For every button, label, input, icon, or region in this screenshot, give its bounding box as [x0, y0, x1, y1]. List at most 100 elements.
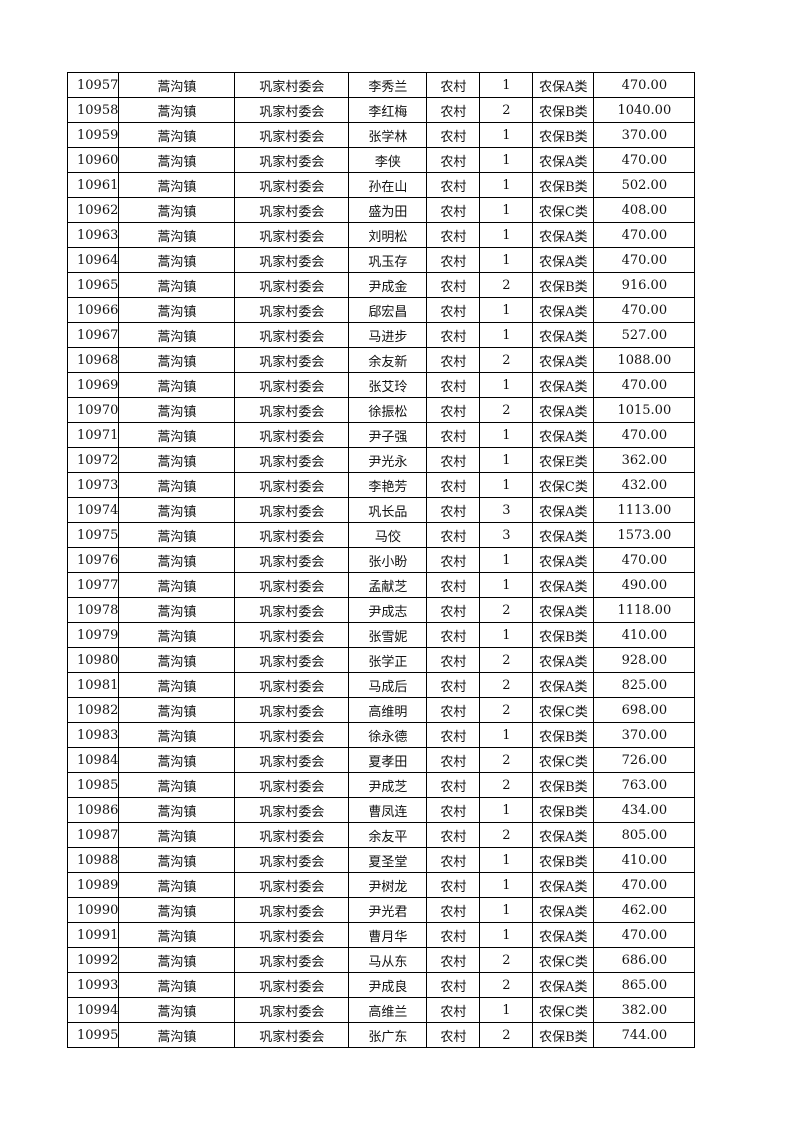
- household-type-cell: 农村: [426, 847, 481, 873]
- person-name-cell: 夏圣堂: [348, 847, 428, 873]
- household-type-cell: 农村: [426, 72, 481, 98]
- table-row: 10958 蒿沟镇 巩家村委会 李红梅 农村 2 农保B类 1040.00: [66, 97, 696, 123]
- member-count-cell: 1: [479, 472, 534, 498]
- household-type-cell: 农村: [426, 422, 481, 448]
- record-id-cell: 10988: [66, 847, 120, 873]
- person-name-cell: 徐永德: [348, 722, 428, 748]
- member-count-cell: 1: [479, 572, 534, 598]
- table-row: 10968 蒿沟镇 巩家村委会 余友新 农村 2 农保A类 1088.00: [66, 347, 696, 373]
- member-count-cell: 2: [479, 1022, 534, 1048]
- village-committee-cell: 巩家村委会: [234, 897, 350, 923]
- record-id-cell: 10989: [66, 872, 120, 898]
- member-count-cell: 1: [479, 797, 534, 823]
- amount-cell: 410.00: [593, 622, 696, 648]
- household-type-cell: 农村: [426, 522, 481, 548]
- insurance-category-cell: 农保B类: [532, 272, 595, 298]
- member-count-cell: 1: [479, 372, 534, 398]
- member-count-cell: 1: [479, 322, 534, 348]
- insurance-category-cell: 农保A类: [532, 372, 595, 398]
- household-type-cell: 农村: [426, 747, 481, 773]
- record-id-cell: 10980: [66, 647, 120, 673]
- member-count-cell: 1: [479, 922, 534, 948]
- insurance-category-cell: 农保A类: [532, 497, 595, 523]
- town-cell: 蒿沟镇: [118, 272, 236, 298]
- town-cell: 蒿沟镇: [118, 772, 236, 798]
- village-committee-cell: 巩家村委会: [234, 647, 350, 673]
- household-type-cell: 农村: [426, 697, 481, 723]
- record-id-cell: 10995: [66, 1022, 120, 1048]
- town-cell: 蒿沟镇: [118, 722, 236, 748]
- village-committee-cell: 巩家村委会: [234, 147, 350, 173]
- insurance-category-cell: 农保A类: [532, 297, 595, 323]
- person-name-cell: 马进步: [348, 322, 428, 348]
- amount-cell: 698.00: [593, 697, 696, 723]
- village-committee-cell: 巩家村委会: [234, 522, 350, 548]
- village-committee-cell: 巩家村委会: [234, 347, 350, 373]
- person-name-cell: 余友新: [348, 347, 428, 373]
- town-cell: 蒿沟镇: [118, 822, 236, 848]
- town-cell: 蒿沟镇: [118, 247, 236, 273]
- village-committee-cell: 巩家村委会: [234, 397, 350, 423]
- table-row: 10982 蒿沟镇 巩家村委会 高维明 农村 2 农保C类 698.00: [66, 697, 696, 723]
- household-type-cell: 农村: [426, 372, 481, 398]
- village-committee-cell: 巩家村委会: [234, 722, 350, 748]
- insurance-category-cell: 农保E类: [532, 447, 595, 473]
- insurance-category-cell: 农保B类: [532, 772, 595, 798]
- record-id-cell: 10979: [66, 622, 120, 648]
- table-row: 10960 蒿沟镇 巩家村委会 李侠 农村 1 农保A类 470.00: [66, 147, 696, 173]
- household-type-cell: 农村: [426, 172, 481, 198]
- member-count-cell: 1: [479, 122, 534, 148]
- insurance-category-cell: 农保A类: [532, 647, 595, 673]
- table-body: 10957 蒿沟镇 巩家村委会 李秀兰 农村 1 农保A类 470.00 10958 蒿沟镇 巩家村…: [66, 72, 696, 1048]
- member-count-cell: 1: [479, 247, 534, 273]
- household-type-cell: 农村: [426, 622, 481, 648]
- village-committee-cell: 巩家村委会: [234, 322, 350, 348]
- household-type-cell: 农村: [426, 597, 481, 623]
- household-type-cell: 农村: [426, 322, 481, 348]
- town-cell: 蒿沟镇: [118, 522, 236, 548]
- household-type-cell: 农村: [426, 547, 481, 573]
- insurance-category-cell: 农保C类: [532, 197, 595, 223]
- village-committee-cell: 巩家村委会: [234, 122, 350, 148]
- insurance-category-cell: 农保B类: [532, 122, 595, 148]
- member-count-cell: 1: [479, 297, 534, 323]
- insurance-category-cell: 农保A类: [532, 872, 595, 898]
- amount-cell: 470.00: [593, 422, 696, 448]
- town-cell: 蒿沟镇: [118, 72, 236, 98]
- amount-cell: 362.00: [593, 447, 696, 473]
- village-committee-cell: 巩家村委会: [234, 847, 350, 873]
- table-row: 10980 蒿沟镇 巩家村委会 张学正 农村 2 农保A类 928.00: [66, 647, 696, 673]
- record-id-cell: 10991: [66, 922, 120, 948]
- member-count-cell: 1: [479, 447, 534, 473]
- village-committee-cell: 巩家村委会: [234, 822, 350, 848]
- record-id-cell: 10973: [66, 472, 120, 498]
- member-count-cell: 2: [479, 672, 534, 698]
- amount-cell: 470.00: [593, 372, 696, 398]
- table-row: 10977 蒿沟镇 巩家村委会 孟献芝 农村 1 农保A类 490.00: [66, 572, 696, 598]
- town-cell: 蒿沟镇: [118, 872, 236, 898]
- town-cell: 蒿沟镇: [118, 122, 236, 148]
- table-row: 10975 蒿沟镇 巩家村委会 马佼 农村 3 农保A类 1573.00: [66, 522, 696, 548]
- amount-cell: 470.00: [593, 222, 696, 248]
- household-type-cell: 农村: [426, 572, 481, 598]
- record-id-cell: 10965: [66, 272, 120, 298]
- amount-cell: 527.00: [593, 322, 696, 348]
- amount-cell: 1573.00: [593, 522, 696, 548]
- person-name-cell: 李红梅: [348, 97, 428, 123]
- person-name-cell: 尹成芝: [348, 772, 428, 798]
- table-row: 10981 蒿沟镇 巩家村委会 马成后 农村 2 农保A类 825.00: [66, 672, 696, 698]
- person-name-cell: 尹光永: [348, 447, 428, 473]
- table-row: 10995 蒿沟镇 巩家村委会 张广东 农村 2 农保B类 744.00: [66, 1022, 696, 1048]
- town-cell: 蒿沟镇: [118, 547, 236, 573]
- town-cell: 蒿沟镇: [118, 322, 236, 348]
- household-type-cell: 农村: [426, 647, 481, 673]
- record-id-cell: 10961: [66, 172, 120, 198]
- insurance-category-cell: 农保C类: [532, 947, 595, 973]
- record-id-cell: 10985: [66, 772, 120, 798]
- insurance-category-cell: 农保B类: [532, 847, 595, 873]
- table-row: 10961 蒿沟镇 巩家村委会 孙在山 农村 1 农保B类 502.00: [66, 172, 696, 198]
- member-count-cell: 2: [479, 772, 534, 798]
- table-row: 10994 蒿沟镇 巩家村委会 高维兰 农村 1 农保C类 382.00: [66, 997, 696, 1023]
- amount-cell: 370.00: [593, 122, 696, 148]
- town-cell: 蒿沟镇: [118, 497, 236, 523]
